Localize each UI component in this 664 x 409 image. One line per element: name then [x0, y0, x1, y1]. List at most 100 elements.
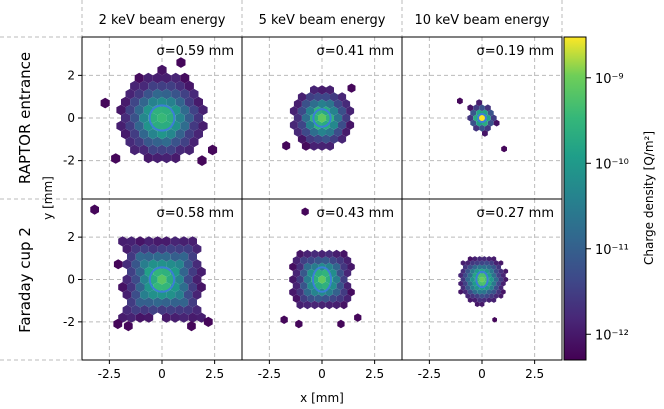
- ticks: -2.5 0 2.5 -2.5 0 2.5 -2.5 0 2.5 2 0 -2 2 0 -2: [63, 68, 544, 381]
- heatmap-cell: [486, 256, 492, 262]
- x-tick-label: -2.5: [98, 367, 121, 381]
- heatmap-cell: [303, 300, 312, 310]
- heatmap-cell: [482, 297, 487, 303]
- heatmap-cell: [125, 136, 135, 148]
- heatmap-cell: [332, 262, 341, 271]
- heatmap-cell: [336, 294, 344, 303]
- heatmap-cell: [289, 106, 298, 116]
- heatmap-cell: [282, 141, 291, 151]
- heatmap-cell: [175, 289, 184, 300]
- heatmap-cell: [460, 285, 466, 291]
- heatmap-cell: [496, 289, 501, 295]
- heatmap-cell: [189, 104, 199, 116]
- heatmap-cell: [482, 289, 487, 295]
- heatmap-cell: [127, 236, 136, 247]
- heatmap-cell: [148, 80, 158, 92]
- heatmap-cell: [467, 280, 473, 287]
- heatmap-cell: [322, 294, 330, 303]
- heatmap-cell: [322, 134, 330, 144]
- heatmap-cell: [318, 275, 326, 284]
- heatmap-cell: [482, 129, 488, 137]
- heatmap-cell: [334, 99, 343, 109]
- x-tick-label: 2.5: [205, 367, 224, 381]
- heatmap-cell: [184, 112, 194, 124]
- heatmap-cell: [501, 145, 507, 153]
- heatmap-cell: [330, 134, 338, 144]
- heatmap-cell: [334, 127, 343, 137]
- heatmap-cell: [491, 289, 497, 295]
- heatmap-cell: [300, 268, 308, 278]
- heatmap-cell: [458, 272, 463, 279]
- heatmap-cell: [343, 268, 352, 278]
- heatmap-cell: [179, 266, 189, 277]
- heatmap-cell: [143, 72, 153, 84]
- heatmap-cell: [140, 304, 149, 316]
- heatmap-cell: [293, 113, 302, 123]
- heatmap-cell: [162, 251, 171, 262]
- heatmap-cell: [183, 289, 193, 300]
- heatmap-cell: [501, 280, 506, 287]
- heatmap-cell: [100, 97, 110, 109]
- heatmap-cell: [470, 276, 475, 283]
- heatmap-cell: [179, 251, 189, 262]
- sigma-label: σ=0.41 mm: [316, 44, 394, 59]
- heatmap-cell: [472, 256, 478, 262]
- heatmap-cell: [152, 152, 162, 164]
- heatmap-cell: [472, 289, 478, 295]
- sigma-label: σ=0.58 mm: [156, 206, 234, 221]
- x-tick-label: 0: [478, 367, 486, 381]
- heatmap-cell: [470, 109, 477, 117]
- heatmap-cell: [467, 264, 473, 270]
- heatmap-cell: [482, 264, 487, 270]
- heatmap-cell: [489, 285, 494, 291]
- heatmap-cell: [489, 293, 494, 299]
- heatmap-cell: [491, 297, 497, 303]
- heatmap-cell: [188, 266, 197, 277]
- heatmap-cell: [460, 268, 466, 274]
- heatmap-cell: [332, 300, 341, 310]
- heatmap-cell: [144, 297, 154, 308]
- heatmap-cell: [135, 297, 145, 308]
- heatmap-cell: [293, 99, 302, 109]
- heatmap-cell: [192, 259, 202, 270]
- heatmap-cell: [458, 289, 463, 295]
- heatmap-cell: [197, 266, 206, 277]
- colorbar-tick-label: 10⁻¹⁰: [595, 157, 629, 172]
- heatmap-cell: [463, 280, 468, 287]
- heatmap-cell: [467, 272, 473, 279]
- heatmap-cell: [118, 236, 127, 247]
- heatmap-cell: [325, 300, 333, 310]
- heatmap-cell: [144, 236, 154, 247]
- heatmap-cell: [189, 120, 199, 132]
- heatmap-cell: [314, 134, 322, 144]
- heatmap-cell: [332, 288, 341, 297]
- heatmap-cell: [166, 304, 176, 316]
- heatmap-cell: [175, 304, 184, 316]
- heatmap-cell: [296, 275, 304, 284]
- heatmap-cell: [332, 275, 341, 284]
- heatmap-cell: [487, 109, 494, 117]
- heatmap-cell: [184, 128, 194, 140]
- heatmap-cell: [486, 297, 492, 303]
- heatmap-cell: [122, 243, 132, 255]
- heatmap-cell: [166, 289, 176, 300]
- heatmap-cell: [175, 144, 185, 156]
- panels: σ=0.59 mm σ=0.41 mm σ=0.19 mm σ=0.58 mm σ=0.…: [82, 37, 562, 360]
- heatmap-cell: [479, 104, 485, 112]
- colorbar: [563, 36, 587, 361]
- heatmap-cell: [166, 128, 176, 140]
- y-tick-label: -2: [63, 315, 75, 329]
- heatmap-cell: [465, 276, 471, 283]
- heatmap-cell: [208, 144, 218, 156]
- heatmap-cell: [140, 289, 149, 300]
- heatmap-cell: [292, 268, 301, 278]
- heatmap-cell: [326, 141, 334, 151]
- heatmap-cell: [121, 128, 131, 140]
- x-tick-label: -2.5: [418, 367, 441, 381]
- heatmap-cell: [113, 259, 123, 270]
- heatmap-cell: [175, 128, 185, 140]
- heatmap-cell: [347, 288, 355, 297]
- column-title-10kev: 10 keV beam energy: [414, 13, 549, 28]
- heatmap-cell: [470, 119, 477, 127]
- heatmap-cell: [153, 236, 162, 247]
